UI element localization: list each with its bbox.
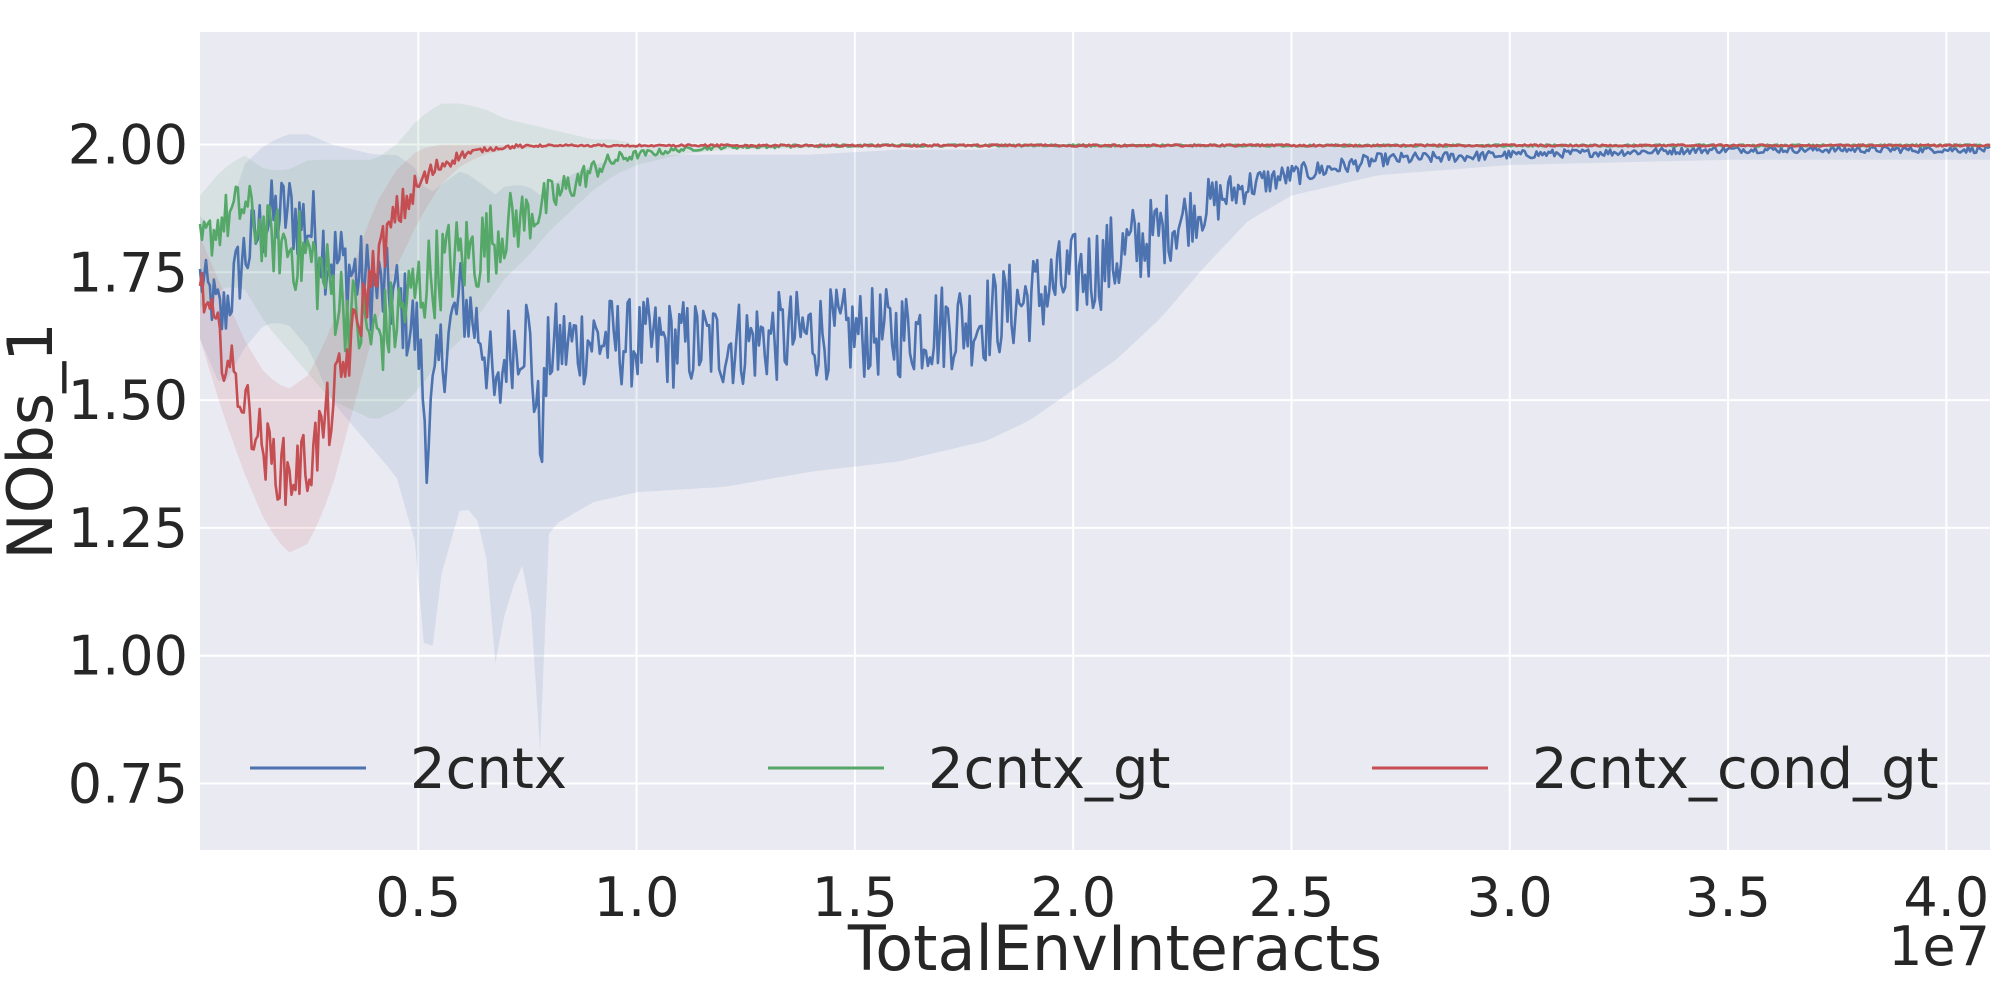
x-tick-label: 2.5 <box>1249 866 1335 929</box>
tick-labels: 0.5 1.0 1.5 2.0 2.5 3.0 3.5 4.0 0.75 1.00 1.25 1.50… <box>68 113 1990 929</box>
2cntx-band <box>200 134 1990 752</box>
2cntx-gt-band <box>200 103 1990 419</box>
y-tick-label: 2.00 <box>68 113 188 176</box>
x-tick-label: 1.0 <box>594 866 680 929</box>
x-tick-label: 3.0 <box>1467 866 1553 929</box>
legend-label-2cntx-cond-gt: 2cntx_cond_gt <box>1532 737 1939 802</box>
x-tick-label: 1.5 <box>812 866 898 929</box>
x-axis-label: TotalEnvInteracts <box>847 912 1382 985</box>
x-tick-label: 3.5 <box>1685 866 1771 929</box>
plot-background <box>200 32 1990 850</box>
x-tick-label: 4.0 <box>1903 866 1989 929</box>
x-axis-offset-label: 1e7 <box>1888 915 1990 978</box>
legend-label-2cntx: 2cntx <box>410 737 567 802</box>
y-tick-label: 1.75 <box>68 241 188 304</box>
legend: 2cntx 2cntx_gt 2cntx_cond_gt <box>250 737 1939 802</box>
series-lines <box>198 143 1991 507</box>
y-tick-label: 1.50 <box>68 369 188 432</box>
x-tick-label: 0.5 <box>375 866 461 929</box>
2cntx-line <box>198 144 1991 485</box>
legend-label-2cntx-gt: 2cntx_gt <box>928 737 1171 802</box>
y-tick-label: 1.00 <box>68 625 188 688</box>
y-axis-label: NObs_1 <box>0 322 67 559</box>
y-tick-label: 1.25 <box>68 497 188 560</box>
x-tick-label: 2.0 <box>1030 866 1116 929</box>
2cntx-cond-gt-line <box>198 143 1991 507</box>
y-tick-label: 0.75 <box>68 753 188 816</box>
confidence-bands <box>200 103 1990 752</box>
